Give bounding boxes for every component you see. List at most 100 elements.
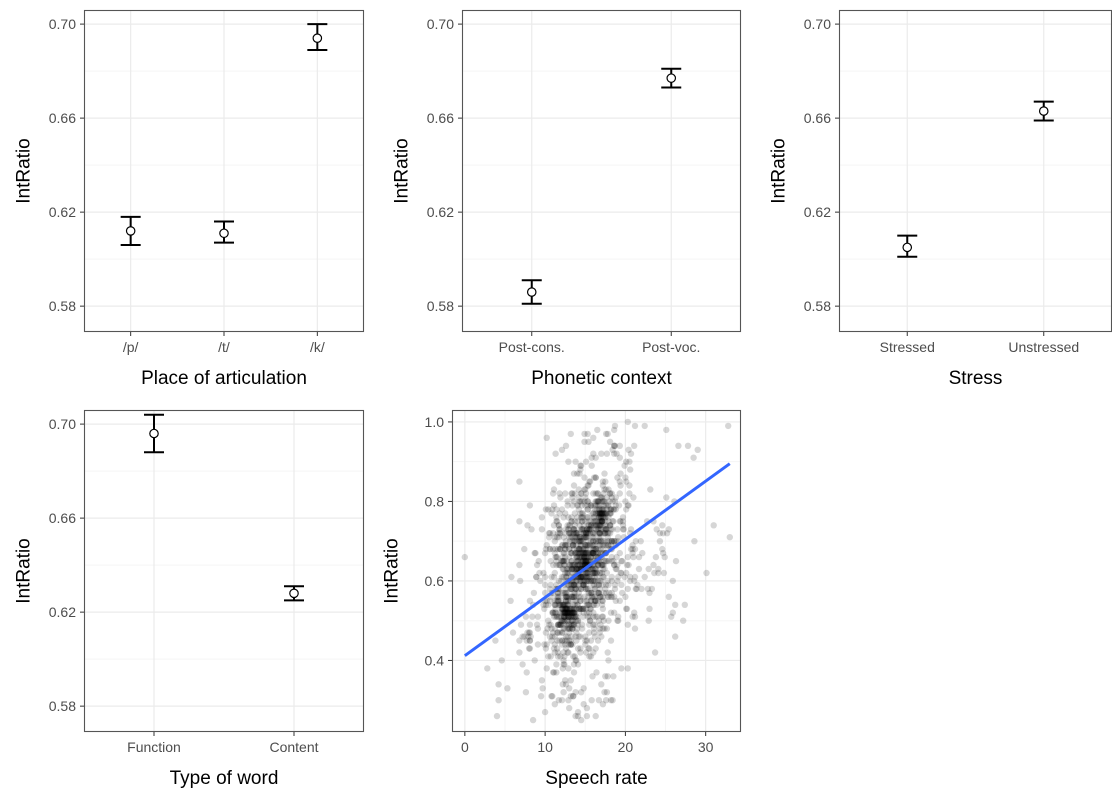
scatter-point <box>582 486 589 493</box>
scatter-point <box>573 565 580 573</box>
scatter-point <box>559 553 566 561</box>
scatter-point <box>578 605 585 612</box>
scatter-point <box>569 569 576 577</box>
scatter-point <box>558 446 566 453</box>
scatter-point <box>565 514 572 521</box>
scatter-point <box>578 557 585 565</box>
scatter-point <box>648 585 656 593</box>
scatter-point <box>577 553 584 561</box>
scatter-point <box>569 565 576 573</box>
scatter-point <box>517 621 525 628</box>
scatter-point <box>566 565 573 573</box>
scatter-point <box>598 597 606 604</box>
scatter-point <box>659 530 667 537</box>
scatter-point <box>579 538 587 545</box>
scatter-point <box>602 478 609 485</box>
scatter-point <box>574 502 582 509</box>
scatter-point <box>586 601 593 608</box>
scatter-point <box>566 613 573 620</box>
scatter-point <box>563 573 570 581</box>
scatter-point <box>591 569 599 577</box>
scatter-point <box>560 601 567 608</box>
scatter-point <box>549 693 556 700</box>
scatter-point <box>593 522 600 529</box>
scatter-point <box>641 422 648 430</box>
scatter-point <box>598 518 605 525</box>
scatter-point <box>577 549 584 557</box>
scatter-point <box>611 426 618 434</box>
scatter-point <box>582 557 590 565</box>
scatter-point <box>585 549 592 557</box>
scatter-point <box>586 589 593 597</box>
scatter-point <box>567 641 574 648</box>
scatter-point <box>508 573 515 581</box>
scatter-point <box>565 613 572 620</box>
scatter-point <box>585 557 592 565</box>
scatter-point <box>570 526 578 533</box>
scatter-point <box>590 593 598 600</box>
scatter-point <box>604 593 611 600</box>
scatter-point <box>605 502 612 509</box>
scatter-point <box>587 637 595 644</box>
scatter-point <box>570 693 577 700</box>
scatter-point <box>553 661 560 668</box>
scatter-point <box>598 494 605 501</box>
scatter-point <box>597 526 604 533</box>
scatter-point <box>578 526 586 533</box>
scatter-point <box>577 498 584 505</box>
scatter-point <box>596 522 603 529</box>
scatter-point <box>572 458 579 465</box>
scatter-point <box>574 621 582 628</box>
scatter-point <box>584 585 591 593</box>
scatter-point <box>599 561 607 569</box>
scatter-point <box>559 681 566 688</box>
scatter-point <box>596 585 603 593</box>
scatter-point <box>579 577 587 585</box>
scatter-point <box>589 549 596 557</box>
scatter-point <box>587 589 595 597</box>
scatter-point <box>573 577 580 585</box>
scatter-point <box>578 573 585 581</box>
scatter-point <box>569 617 576 624</box>
scatter-point <box>554 621 562 628</box>
scatter-point <box>586 478 593 485</box>
scatter-point <box>587 502 595 509</box>
scatter-point <box>627 466 634 473</box>
scatter-point <box>570 669 578 676</box>
scatter-point <box>611 442 619 449</box>
scatter-point <box>570 561 578 569</box>
scatter-point <box>594 518 601 525</box>
scatter-point <box>578 518 586 525</box>
scatter-point <box>525 629 533 636</box>
scatter-point <box>592 565 599 573</box>
scatter-point <box>629 545 636 553</box>
scatter-point <box>604 542 611 549</box>
scatter-point <box>577 466 584 473</box>
scatter-point <box>598 510 606 517</box>
scatter-point <box>668 613 675 620</box>
scatter-point <box>582 502 589 509</box>
scatter-point <box>552 609 559 616</box>
scatter-point <box>578 514 586 521</box>
scatter-point <box>551 609 558 616</box>
scatter-point <box>582 530 590 537</box>
scatter-point <box>582 549 589 557</box>
scatter-point <box>562 589 570 597</box>
scatter-point <box>631 442 638 449</box>
panel-border <box>451 409 742 733</box>
scatter-point <box>602 514 609 521</box>
scatter-point <box>554 530 562 537</box>
scatter-point <box>561 613 568 620</box>
scatter-point <box>563 593 570 600</box>
scatter-point <box>578 510 586 517</box>
scatter-point <box>594 502 602 509</box>
panel-type-of-word: 0.58 0.62 0.66 0.70 Function Content Type of … <box>14 409 365 788</box>
scatter-point <box>598 510 605 517</box>
scatter-point <box>594 581 601 589</box>
scatter-point <box>570 593 578 600</box>
scatter-point <box>622 474 629 481</box>
scatter-point <box>568 518 575 525</box>
scatter-point <box>557 621 564 628</box>
scatter-point <box>585 589 592 597</box>
scatter-point <box>596 629 603 636</box>
